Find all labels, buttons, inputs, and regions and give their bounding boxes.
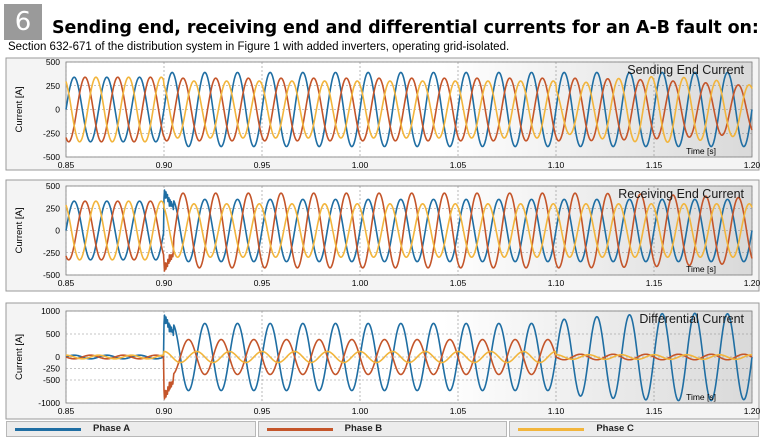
x-tick-label-3-4: 1.05 [450, 406, 467, 416]
figure-title: Sending end, receiving end and different… [52, 18, 759, 38]
x-tick-label-2-6: 1.15 [646, 278, 663, 288]
figure-number-badge: 6 [4, 4, 42, 40]
x-tick-label-1-1: 0.90 [156, 160, 173, 170]
x-tick-label-2-1: 0.90 [156, 278, 173, 288]
legend-item-phase-a: Phase A [6, 421, 256, 437]
y-axis-label-1: Current [A] [14, 87, 25, 133]
legend-item-phase-b: Phase B [257, 421, 508, 437]
chart-title-2: Receiving End Current [618, 187, 744, 201]
x-tick-label-1-0: 0.85 [58, 160, 75, 170]
legend-label-phase-c: Phase C [596, 423, 634, 434]
y-tick-label-2-3: -250 [43, 248, 60, 258]
series-line-2-phase-c [65, 200, 753, 261]
x-tick-label-2-2: 0.95 [254, 278, 271, 288]
y-tick-label-2-2: 0 [55, 226, 60, 236]
series-line-2-phase-a [65, 189, 753, 263]
x-axis-label-1: Time [s] [686, 146, 716, 156]
x-tick-label-2-3: 1.00 [352, 278, 369, 288]
legend: Phase A Phase B Phase C [6, 421, 760, 437]
x-tick-label-3-7: 1.20 [744, 406, 761, 416]
chart-title-3: Differential Current [639, 312, 744, 326]
x-tick-label-2-5: 1.10 [548, 278, 565, 288]
x-tick-label-1-4: 1.05 [450, 160, 467, 170]
y-tick-label-1-2: 0 [55, 105, 60, 115]
x-axis-label-3: Time [s] [686, 392, 716, 402]
legend-swatch-phase-a [15, 428, 81, 431]
x-tick-label-3-2: 0.95 [254, 406, 271, 416]
chart-title-1: Sending End Current [627, 63, 744, 77]
x-tick-label-3-0: 0.85 [58, 406, 75, 416]
x-axis-label-2: Time [s] [686, 264, 716, 274]
x-tick-label-1-6: 1.15 [646, 160, 663, 170]
y-tick-label-3-0: 1000 [41, 306, 60, 316]
y-axis-label-2: Current [A] [14, 208, 25, 254]
legend-swatch-phase-c [518, 428, 585, 431]
series-line-1-phase-c [65, 76, 753, 143]
y-tick-label-1-3: -250 [43, 128, 60, 138]
legend-swatch-phase-b [266, 428, 333, 431]
x-tick-label-1-3: 1.00 [352, 160, 369, 170]
x-tick-label-3-1: 0.90 [156, 406, 173, 416]
x-tick-label-2-4: 1.05 [450, 278, 467, 288]
series-line-2-phase-b [65, 192, 753, 272]
y-tick-label-3-2: 0 [55, 352, 60, 362]
x-tick-label-2-0: 0.85 [58, 278, 75, 288]
y-tick-label-3-1: 500 [46, 329, 60, 339]
figure-subtitle: Section 632-671 of the distribution syst… [8, 41, 510, 53]
x-tick-label-1-7: 1.20 [744, 160, 761, 170]
series-line-1-phase-a [65, 71, 753, 148]
x-tick-label-2-7: 1.20 [744, 278, 761, 288]
legend-label-phase-a: Phase A [93, 423, 131, 434]
y-tick-label-3-4: -500 [43, 375, 60, 385]
y-tick-label-2-1: 250 [46, 203, 60, 213]
series-line-1-phase-b [65, 76, 753, 143]
y-tick-label-1-1: 250 [46, 81, 60, 91]
y-tick-label-1-0: 500 [46, 57, 60, 67]
series-line-3-phase-b [65, 338, 753, 400]
x-tick-label-3-6: 1.15 [646, 406, 663, 416]
x-tick-label-1-5: 1.10 [548, 160, 565, 170]
series-line-3-phase-c [65, 350, 753, 364]
y-axis-label-3: Current [A] [14, 334, 25, 380]
legend-item-phase-c: Phase C [509, 421, 760, 437]
y-tick-label-2-4: -500 [43, 270, 60, 280]
y-tick-label-3-5: -1000 [38, 398, 60, 408]
x-tick-label-3-3: 1.00 [352, 406, 369, 416]
y-tick-label-2-0: 500 [46, 181, 60, 191]
y-tick-label-3-3: -250 [43, 364, 60, 374]
y-tick-label-1-4: -500 [43, 152, 60, 162]
legend-label-phase-b: Phase B [344, 423, 383, 434]
x-tick-label-3-5: 1.10 [548, 406, 565, 416]
x-tick-label-1-2: 0.95 [254, 160, 271, 170]
